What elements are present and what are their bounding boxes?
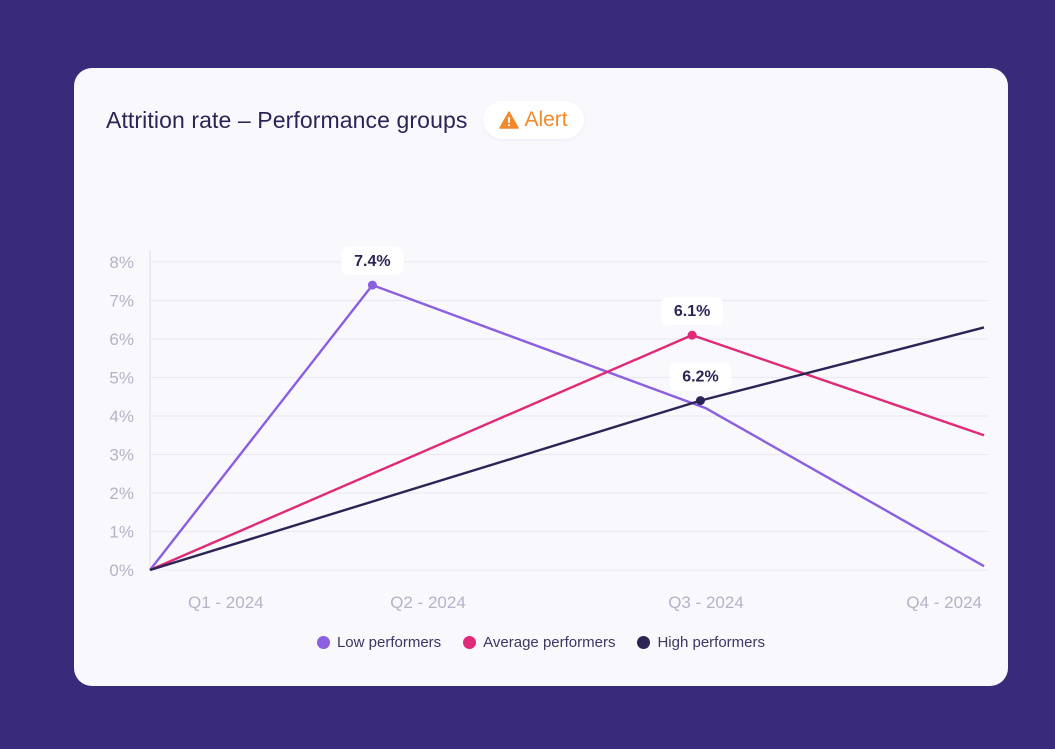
legend-label: High performers bbox=[657, 634, 766, 651]
data-label: 6.2% bbox=[682, 369, 718, 386]
legend-item[interactable]: Low performers bbox=[316, 634, 442, 651]
series-line-1 bbox=[149, 333, 985, 572]
chart-title: Attrition rate – Performance groups bbox=[106, 106, 468, 133]
warning-triangle-icon bbox=[499, 111, 520, 129]
legend-dot-icon bbox=[316, 636, 330, 649]
chart-header: Attrition rate – Performance groups Aler… bbox=[106, 101, 584, 139]
data-label-bubble bbox=[669, 362, 732, 391]
legend-item[interactable]: High performers bbox=[637, 634, 765, 651]
x-tick-label: Q2 - 2024 bbox=[390, 593, 466, 612]
legend-item[interactable]: Average performers bbox=[463, 634, 615, 651]
x-tick-label: Q3 - 2024 bbox=[668, 593, 744, 612]
chart-card: Attrition rate – Performance groups Aler… bbox=[74, 68, 1008, 686]
data-point-marker bbox=[687, 330, 697, 340]
data-point-marker bbox=[367, 280, 377, 290]
line-chart: 0% 1% 2% 3% 4% 5% 6% 7% 8% Q1 - 2024 Q2 - 2024 Q3 -… bbox=[109, 247, 988, 612]
alert-badge[interactable]: Alert bbox=[483, 101, 584, 139]
y-tick-label: 4% bbox=[109, 407, 134, 426]
y-tick-label: 1% bbox=[109, 523, 134, 542]
chart-legend: Low performers Average performers High per… bbox=[74, 634, 1008, 651]
alert-label: Alert bbox=[524, 108, 568, 131]
data-label-bubble bbox=[661, 297, 724, 326]
y-tick-label: 6% bbox=[109, 330, 134, 349]
legend-label: Average performers bbox=[483, 634, 616, 651]
data-point-marker bbox=[695, 396, 705, 406]
y-tick-label: 8% bbox=[109, 253, 134, 272]
x-tick-label: Q4 - 2024 bbox=[906, 593, 982, 612]
series-line-0 bbox=[149, 283, 985, 571]
series-line-2 bbox=[149, 326, 985, 572]
legend-dot-icon bbox=[637, 636, 651, 649]
legend-dot-icon bbox=[463, 636, 477, 649]
y-tick-label: 3% bbox=[109, 446, 134, 465]
data-label: 6.1% bbox=[674, 303, 710, 320]
y-tick-label: 0% bbox=[109, 561, 134, 580]
x-tick-label: Q1 - 2024 bbox=[188, 593, 264, 612]
legend-label: Low performers bbox=[336, 634, 442, 651]
y-tick-label: 2% bbox=[109, 484, 134, 503]
data-label-bubble bbox=[341, 247, 404, 276]
y-tick-label: 7% bbox=[109, 292, 134, 311]
y-tick-label: 5% bbox=[109, 369, 134, 388]
data-label: 7.4% bbox=[354, 253, 390, 270]
